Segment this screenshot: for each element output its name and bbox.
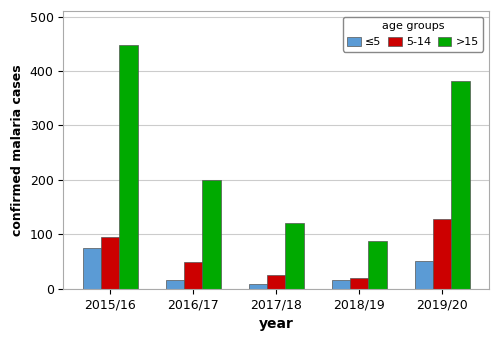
Bar [452,81,469,289]
Bar [368,241,386,289]
X-axis label: year: year [258,317,294,331]
Bar [350,278,368,289]
Y-axis label: confirmed malaria cases: confirmed malaria cases [11,64,24,236]
Bar [202,180,220,289]
Bar [166,280,184,289]
Bar [332,280,350,289]
Legend: ≤5, 5-14, >15: ≤5, 5-14, >15 [343,17,484,52]
Bar [267,275,285,289]
Bar [433,219,452,289]
Bar [101,237,119,289]
Bar [82,248,101,289]
Bar [415,261,433,289]
Bar [184,263,203,289]
Bar [286,223,304,289]
Bar [120,45,138,289]
Bar [248,284,267,289]
